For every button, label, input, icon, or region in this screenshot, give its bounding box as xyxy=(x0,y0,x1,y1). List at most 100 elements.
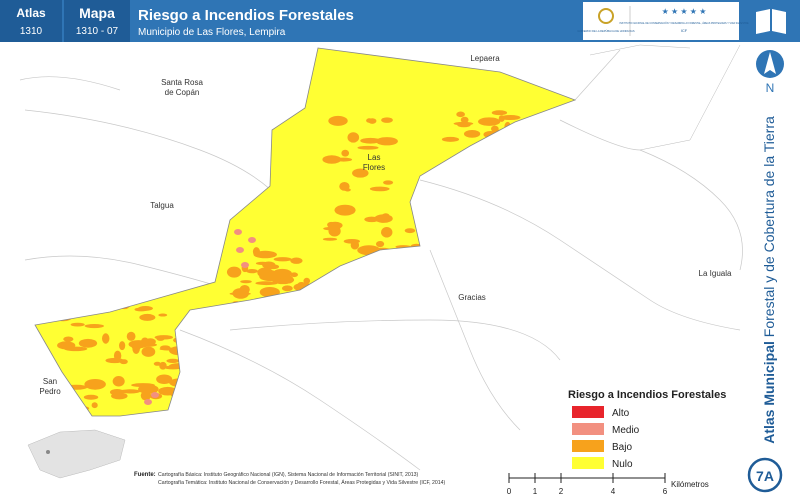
risk-bajo-patch xyxy=(111,392,128,400)
risk-bajo-patch xyxy=(187,336,196,346)
institute-logo-text: INSTITUTO NACIONAL DE CONSERVACIÓN Y DES… xyxy=(619,22,749,25)
risk-bajo-patch xyxy=(290,272,298,278)
risk-medio-patch xyxy=(234,229,242,235)
risk-bajo-patch xyxy=(65,384,88,390)
government-logo-text: GOBIERNO DE LA REPÚBLICA DE HONDURAS xyxy=(577,28,634,33)
risk-bajo-patch xyxy=(186,344,204,355)
legend-swatch xyxy=(572,440,604,452)
scale-tick-label: 6 xyxy=(663,487,668,496)
risk-bajo-patch xyxy=(327,221,343,230)
atlas-code: 1310 xyxy=(20,26,43,37)
risk-bajo-patch xyxy=(343,238,360,244)
risk-bajo-patch xyxy=(328,115,348,126)
risk-bajo-patch xyxy=(141,346,156,357)
risk-bajo-patch xyxy=(78,302,86,306)
risk-bajo-patch xyxy=(357,245,381,256)
risk-bajo-patch xyxy=(456,111,465,118)
risk-bajo-patch xyxy=(556,117,570,128)
risk-bajo-patch xyxy=(240,280,252,284)
place-label: Gracias xyxy=(458,293,486,302)
risk-bajo-patch xyxy=(192,393,206,401)
side-title-bold: Atlas Municipal xyxy=(761,341,777,444)
atlas-book-icon xyxy=(756,9,786,34)
risk-bajo-patch xyxy=(369,186,390,192)
risk-bajo-patch xyxy=(273,257,292,262)
risk-bajo-patch xyxy=(540,116,548,124)
title: Riesgo a Incendios Forestales xyxy=(138,7,354,24)
legend-swatch xyxy=(572,406,604,418)
risk-bajo-patch xyxy=(158,386,178,396)
risk-bajo-patch xyxy=(159,347,177,351)
legend-swatch xyxy=(572,423,604,435)
risk-bajo-patch xyxy=(264,304,283,315)
risk-bajo-patch xyxy=(182,326,192,335)
risk-bajo-patch xyxy=(78,338,98,348)
risk-bajo-patch xyxy=(169,346,190,356)
north-label: N xyxy=(766,81,775,95)
risk-bajo-patch xyxy=(281,285,293,292)
risk-bajo-patch xyxy=(374,214,393,223)
place-label: Flores xyxy=(363,163,385,172)
subtitle: Municipio de Las Flores, Lempira xyxy=(138,27,286,38)
risk-bajo-patch xyxy=(169,378,192,388)
risk-nulo-area xyxy=(35,48,575,416)
municipality xyxy=(35,48,575,416)
risk-bajo-patch xyxy=(119,389,141,394)
risk-bajo-patch xyxy=(246,301,263,308)
risk-bajo-patch xyxy=(255,261,269,266)
institute-short: ICF xyxy=(681,28,688,33)
risk-bajo-patch xyxy=(376,137,398,146)
risk-bajo-patch xyxy=(498,115,505,122)
risk-bajo-patch xyxy=(478,117,501,126)
risk-bajo-patch xyxy=(255,304,278,312)
source-line: Cartografía Temática: Instituto Nacional… xyxy=(158,479,446,486)
risk-bajo-patch xyxy=(322,237,338,241)
risk-bajo-patch xyxy=(197,334,219,338)
risk-bajo-patch xyxy=(84,324,105,329)
risk-medio-patch xyxy=(241,262,249,268)
risk-bajo-patch xyxy=(463,130,481,138)
risk-bajo-patch xyxy=(252,247,260,257)
risk-bajo-patch xyxy=(138,384,159,394)
logo-panel xyxy=(583,2,739,40)
atlas-box xyxy=(0,0,62,42)
risk-medio-patch xyxy=(236,247,244,253)
map-box xyxy=(64,0,130,42)
risk-bajo-patch xyxy=(453,121,474,126)
place-label: Pedro xyxy=(39,387,61,396)
legend-label: Alto xyxy=(612,408,630,419)
page-badge xyxy=(747,457,783,493)
risk-bajo-patch xyxy=(341,149,350,157)
legend-title: Riesgo a Incendios Forestales xyxy=(568,389,726,401)
risk-bajo-patch xyxy=(226,266,242,278)
risk-bajo-patch xyxy=(119,341,126,351)
scale-unit: Kilómetros xyxy=(671,480,709,489)
risk-bajo-patch xyxy=(564,131,575,137)
risk-bajo-patch xyxy=(347,132,360,143)
risk-bajo-patch xyxy=(334,204,356,216)
scale-tick-label: 2 xyxy=(559,487,564,496)
risk-bajo-patch xyxy=(102,333,110,344)
place-label: La Iguala xyxy=(699,269,732,278)
risk-bajo-patch xyxy=(283,275,294,284)
place-label: San xyxy=(43,377,57,386)
risk-bajo-patch xyxy=(294,301,308,313)
place-label: de Copán xyxy=(165,88,200,97)
risk-bajo-patch xyxy=(322,155,342,164)
scale-tick-label: 4 xyxy=(611,487,616,496)
risk-bajo-patch xyxy=(491,125,499,133)
legend-swatch xyxy=(572,457,604,469)
risk-bajo-patch xyxy=(181,389,191,394)
risk-bajo-patch xyxy=(70,322,85,327)
inset-map xyxy=(27,429,126,479)
atlas-label: Atlas xyxy=(16,6,46,20)
stars: ★ ★ ★ ★ ★ xyxy=(662,7,707,16)
map-code: 1310 - 07 xyxy=(76,26,119,37)
boundaries xyxy=(19,49,743,471)
risk-bajo-patch xyxy=(522,117,538,128)
north-arrow xyxy=(756,50,784,78)
risk-bajo-patch xyxy=(375,240,385,248)
risk-bajo-patch xyxy=(63,336,74,342)
